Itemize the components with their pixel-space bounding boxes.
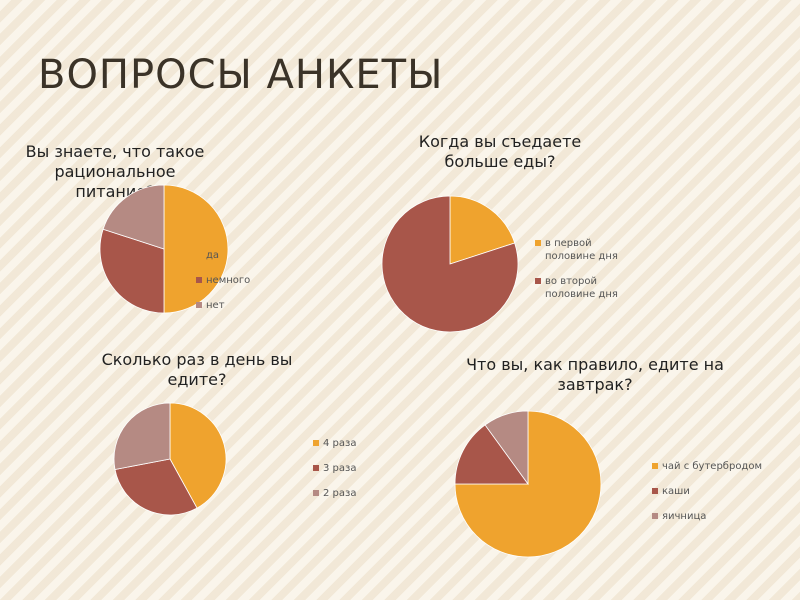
chart-1-legend-item-3: нет — [196, 299, 250, 312]
chart-1-legend: да немного нет — [196, 249, 250, 324]
chart-1-legend-item-2: немного — [196, 274, 250, 287]
chart-1-legend-item-1: да — [196, 249, 250, 262]
chart-1-slice-1 — [163, 184, 229, 314]
chart-3-legend-label-3: 2 раза — [323, 488, 357, 499]
chart-2-legend-swatch-2 — [535, 278, 541, 284]
chart-1-legend-label-3: нет — [206, 300, 225, 311]
chart-4-legend-item-1: чай с бутербродом — [652, 460, 762, 473]
chart-3-legend-swatch-3 — [313, 490, 319, 496]
chart-2-legend-item-1: в первой половине дня — [535, 237, 630, 263]
chart-1-legend-swatch-3 — [196, 302, 202, 308]
chart-3-slice-3 — [113, 402, 171, 470]
chart-2-slice-1 — [449, 195, 516, 265]
chart-3-legend-item-3: 2 раза — [313, 487, 356, 500]
chart-4-legend-label-1: чай с бутербродом — [662, 461, 763, 472]
chart-2-slice-2 — [381, 195, 519, 333]
chart-4-legend-swatch-1 — [652, 463, 658, 469]
chart-4-legend-item-3: яичница — [652, 510, 762, 523]
chart-3-legend-label-1: 4 раза — [323, 438, 357, 449]
chart-4-legend-item-2: каши — [652, 485, 762, 498]
chart-3-legend: 4 раза 3 раза 2 раза — [313, 437, 356, 512]
chart-2-legend: в первой половине дня во второй половине … — [535, 237, 630, 313]
chart-2-legend-swatch-1 — [535, 240, 541, 246]
chart-2-legend-label-2: во второй половине дня — [545, 276, 618, 300]
chart-3-legend-item-1: 4 раза — [313, 437, 356, 450]
chart-3-legend-swatch-1 — [313, 440, 319, 446]
chart-3-title: Сколько раз в день вы едите? — [101, 350, 293, 389]
chart-3-legend-item-2: 3 раза — [313, 462, 356, 475]
chart-4-slice-3 — [484, 410, 529, 486]
chart-4-slice-1 — [454, 410, 602, 558]
chart-3-legend-swatch-2 — [313, 465, 319, 471]
chart-2-title: Когда вы съедаете больше еды? — [418, 132, 582, 171]
chart-1-slice-2 — [99, 228, 165, 314]
chart-4-legend-label-2: каши — [662, 486, 690, 497]
chart-4-legend: чай с бутербродом каши яичница — [652, 460, 762, 535]
chart-1-title: Вы знаете, что такое рациональное питани… — [25, 142, 205, 201]
chart-3-slice-2 — [114, 458, 198, 516]
chart-4-slice-2 — [454, 424, 529, 485]
chart-1-legend-swatch-2 — [196, 277, 202, 283]
chart-1-slice-3 — [102, 184, 165, 250]
chart-3-legend-label-2: 3 раза — [323, 463, 357, 474]
chart-2-legend-label-1: в первой половине дня — [545, 238, 618, 262]
chart-4-legend-swatch-2 — [652, 488, 658, 494]
slide-title: ВОПРОСЫ АНКЕТЫ — [38, 52, 444, 98]
chart-1-legend-label-1: да — [206, 250, 220, 261]
chart-1-legend-swatch-1 — [196, 252, 202, 258]
chart-3-slice-1 — [169, 402, 227, 509]
chart-1-legend-label-2: немного — [206, 275, 251, 286]
chart-2-legend-item-2: во второй половине дня — [535, 275, 630, 301]
chart-4-legend-label-3: яичница — [662, 511, 707, 522]
chart-4-legend-swatch-3 — [652, 513, 658, 519]
chart-4-title: Что вы, как правило, едите на завтрак? — [466, 355, 724, 394]
